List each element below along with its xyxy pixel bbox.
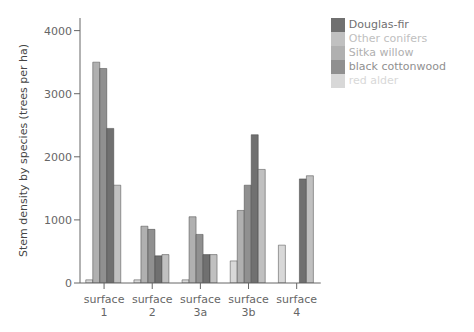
html-text:black cottonwood: black cottonwood	[348, 60, 446, 73]
svg-text:1000: 1000	[44, 214, 72, 227]
html-text:red alder: red alder	[348, 74, 399, 87]
svg-text:surface3b: surface3b	[228, 293, 269, 319]
svg-text:surface2: surface2	[132, 293, 173, 319]
svg-text:surface4: surface4	[276, 293, 317, 319]
html-text:Other conifers: Other conifers	[348, 32, 428, 45]
svg-text:3000: 3000	[44, 88, 72, 101]
svg-text:0: 0	[65, 277, 72, 290]
svg-text:surface3a: surface3a	[180, 293, 221, 319]
html-text:Sitka willow: Sitka willow	[348, 46, 414, 59]
svg-text:2000: 2000	[44, 151, 72, 164]
svg-text:surface1: surface1	[84, 293, 125, 319]
html-text:Douglas-fir: Douglas-fir	[348, 18, 409, 31]
svg-text:4000: 4000	[44, 25, 72, 38]
svg-text:Stem density by species (trees: Stem density by species (trees per ha)	[17, 44, 30, 257]
